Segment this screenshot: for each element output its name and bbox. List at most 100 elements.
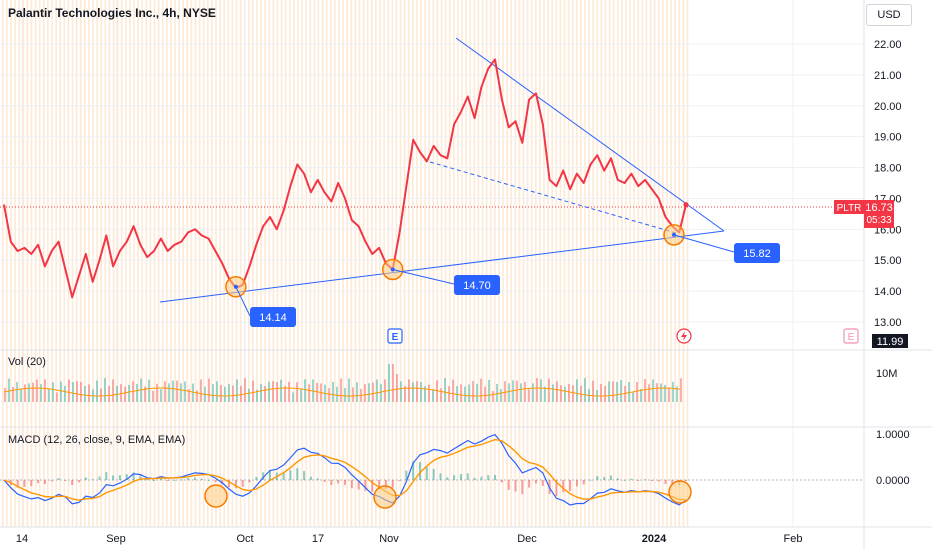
volume-bar bbox=[572, 385, 574, 402]
session-stripe bbox=[403, 0, 406, 527]
y-tick-label: 14.00 bbox=[874, 286, 902, 298]
session-stripe bbox=[522, 0, 525, 527]
macd-highlight-circle bbox=[668, 480, 692, 504]
currency-button[interactable]: USD bbox=[866, 4, 912, 26]
volume-bar bbox=[672, 381, 674, 402]
future-earnings-marker[interactable]: E bbox=[843, 328, 859, 344]
session-stripe bbox=[686, 0, 689, 527]
macd-highlight-circle bbox=[204, 484, 228, 508]
volume-bar bbox=[240, 385, 242, 402]
macd-axis-label-zero: 0.0000 bbox=[876, 475, 910, 487]
session-stripe bbox=[658, 0, 660, 527]
macd-histogram-bar bbox=[357, 480, 360, 490]
session-stripe bbox=[202, 0, 205, 527]
y-tick-label: 13.00 bbox=[874, 317, 902, 329]
volume-bar bbox=[208, 378, 210, 402]
volume-bar bbox=[452, 379, 454, 402]
volume-bar bbox=[44, 379, 46, 402]
macd-axis-label-top: 1.0000 bbox=[876, 429, 910, 441]
earnings-marker[interactable]: E bbox=[387, 328, 403, 344]
volume-bar bbox=[308, 384, 310, 402]
macd-histogram-bar bbox=[671, 480, 674, 486]
volume-bar bbox=[24, 384, 26, 402]
macd-histogram-bar bbox=[248, 480, 251, 483]
session-stripe bbox=[625, 0, 627, 527]
session-stripe bbox=[358, 0, 361, 527]
volume-bar bbox=[352, 387, 354, 402]
session-stripe bbox=[252, 0, 254, 527]
session-stripe bbox=[416, 0, 418, 527]
session-stripe bbox=[30, 0, 33, 527]
volume-bar bbox=[88, 384, 90, 402]
volume-bar bbox=[12, 387, 14, 402]
macd-histogram-bar bbox=[316, 478, 319, 480]
macd-histogram-bar bbox=[180, 479, 183, 481]
volume-ma-line bbox=[3, 387, 681, 397]
macd-histogram-bar bbox=[200, 478, 203, 480]
session-stripe bbox=[629, 0, 631, 527]
session-stripe bbox=[133, 0, 135, 527]
volume-bar bbox=[484, 386, 486, 402]
x-tick-label: 17 bbox=[312, 533, 324, 545]
volume-bar bbox=[108, 385, 110, 402]
volume-bar bbox=[404, 385, 406, 402]
session-stripe bbox=[219, 0, 221, 527]
volume-bar bbox=[628, 382, 630, 402]
session-stripe bbox=[354, 0, 357, 527]
macd-histogram-bar bbox=[193, 477, 196, 480]
session-stripe bbox=[170, 0, 172, 527]
macd-histogram-bar bbox=[350, 480, 353, 489]
volume-bar bbox=[256, 389, 258, 402]
session-stripe bbox=[539, 0, 541, 527]
session-stripe bbox=[149, 0, 152, 527]
session-stripe bbox=[592, 0, 594, 527]
session-stripe bbox=[407, 0, 410, 527]
volume-bar bbox=[180, 383, 182, 402]
macd-histogram-bar bbox=[664, 480, 667, 484]
macd-histogram-bar bbox=[234, 480, 237, 489]
volume-bar bbox=[408, 379, 410, 402]
macd-histogram-bar bbox=[84, 477, 87, 480]
session-stripe bbox=[190, 0, 193, 527]
volume-bar bbox=[500, 388, 502, 402]
volume-bar bbox=[68, 379, 70, 402]
session-stripe bbox=[567, 0, 570, 527]
dividend-flash-icon[interactable] bbox=[676, 328, 692, 344]
time-axis-ticks: 14 Sep Oct 17 Nov Dec 2024 Feb bbox=[16, 533, 803, 545]
session-stripe bbox=[301, 0, 303, 527]
session-stripe bbox=[678, 0, 681, 527]
volume-bar bbox=[292, 392, 294, 402]
macd-histogram-bar bbox=[555, 480, 558, 497]
macd-line bbox=[3, 433, 687, 506]
annotation-callouts: 14.14 14.70 15.82 bbox=[225, 202, 780, 327]
volume-bar bbox=[216, 381, 218, 402]
macd-histogram-bar bbox=[623, 479, 626, 481]
volume-bar bbox=[300, 388, 302, 402]
volume-bar bbox=[508, 383, 510, 402]
earnings-marker-label: E bbox=[392, 332, 399, 343]
macd-histogram-bar bbox=[637, 480, 640, 481]
volume-bar bbox=[644, 379, 646, 402]
callout-label: 14.14 bbox=[259, 312, 287, 324]
macd-histogram-bar bbox=[378, 480, 381, 490]
macd-histogram-bar bbox=[541, 480, 544, 486]
macd-histogram-bar bbox=[268, 470, 271, 480]
session-stripe bbox=[211, 0, 213, 527]
volume-bar bbox=[228, 384, 230, 402]
y-tick-label: 21.00 bbox=[874, 70, 902, 82]
session-stripe bbox=[588, 0, 590, 527]
volume-bar bbox=[152, 390, 154, 402]
macd-signal-line bbox=[3, 438, 687, 501]
volume-bar bbox=[176, 380, 178, 402]
macd-histogram-bar bbox=[582, 480, 585, 485]
session-stripe bbox=[67, 0, 70, 527]
session-stripe bbox=[330, 0, 332, 527]
volume-bar bbox=[492, 391, 494, 402]
volume-bar bbox=[584, 378, 586, 402]
session-stripe bbox=[71, 0, 74, 527]
volume-bar bbox=[224, 386, 226, 402]
session-stripe bbox=[297, 0, 299, 527]
volume-bar bbox=[364, 384, 366, 402]
session-stripe bbox=[424, 0, 426, 527]
